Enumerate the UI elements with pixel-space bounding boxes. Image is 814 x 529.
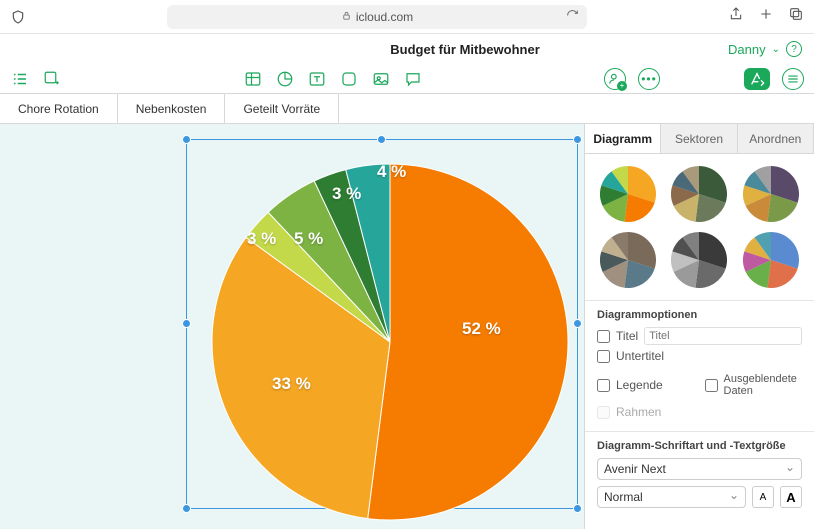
legend-checkbox[interactable] [597, 379, 610, 392]
inspector-tab-diagramm[interactable]: Diagramm [585, 124, 661, 153]
app-toolbar: + ••• [0, 64, 814, 94]
sheet-tab[interactable]: Nebenkosten [118, 94, 226, 123]
pie-slice-label: 3 % [247, 229, 276, 249]
chart-style-option[interactable] [600, 166, 656, 222]
legend-label: Legende [616, 378, 663, 392]
font-size-increase[interactable]: A [780, 486, 802, 508]
chart-style-option[interactable] [671, 232, 727, 288]
border-checkbox[interactable] [597, 406, 610, 419]
add-sheet-icon[interactable] [42, 69, 62, 89]
browser-toolbar: icloud.com [0, 0, 814, 34]
collaborate-icon[interactable]: + [604, 68, 626, 90]
resize-handle[interactable] [182, 135, 191, 144]
document-header: Budget für Mitbewohner Danny ⌄ ? [0, 34, 814, 64]
tabs-icon[interactable] [788, 6, 804, 27]
title-label: Titel [616, 329, 638, 343]
chart-style-option[interactable] [600, 232, 656, 288]
chevron-down-icon[interactable]: ⌄ [772, 44, 780, 55]
format-icon[interactable] [744, 68, 770, 90]
pie-slice-label: 3 % [332, 184, 361, 204]
sheet-tab[interactable]: Geteilt Vorräte [225, 94, 339, 123]
subtitle-label: Untertitel [616, 349, 664, 363]
insert-media-icon[interactable] [371, 69, 391, 89]
pie-slice-label: 33 % [272, 374, 311, 394]
chart-font-section: Diagramm-Schriftart und -Textgröße Aveni… [585, 431, 814, 516]
chart-styles-grid [585, 154, 814, 300]
url-host: icloud.com [356, 10, 413, 24]
user-menu[interactable]: Danny [728, 42, 766, 57]
chart-options-section: Diagrammoptionen Titel Untertitel Legend… [585, 300, 814, 431]
resize-handle[interactable] [573, 135, 582, 144]
title-checkbox[interactable] [597, 330, 610, 343]
lock-icon [341, 10, 352, 24]
hidden-data-checkbox[interactable] [705, 379, 718, 392]
font-family-select[interactable]: Avenir Next [597, 458, 802, 480]
insert-shape-icon[interactable] [339, 69, 359, 89]
view-list-icon[interactable] [10, 69, 30, 89]
title-input[interactable] [644, 327, 802, 345]
url-field[interactable]: icloud.com [167, 5, 587, 29]
chart-style-option[interactable] [671, 166, 727, 222]
font-weight-select[interactable]: Normal [597, 486, 746, 508]
insert-comment-icon[interactable] [403, 69, 423, 89]
pie-slice-label: 5 % [294, 229, 323, 249]
resize-handle[interactable] [377, 135, 386, 144]
inspector-tab-sektoren[interactable]: Sektoren [661, 124, 737, 153]
format-inspector: Diagramm Sektoren Anordnen Diagrammoptio… [584, 124, 814, 529]
sheet-tab[interactable]: Chore Rotation [0, 94, 118, 123]
subtitle-checkbox[interactable] [597, 350, 610, 363]
hidden-data-label: Ausgeblendete Daten [724, 373, 803, 397]
chart-font-heading: Diagramm-Schriftart und -Textgröße [597, 440, 802, 452]
canvas[interactable]: 52 % 33 % 3 % 5 % 3 % 4 % [0, 124, 584, 529]
share-icon[interactable] [728, 6, 744, 27]
insert-table-icon[interactable] [243, 69, 263, 89]
privacy-shield-icon[interactable] [10, 9, 26, 25]
organize-icon[interactable] [782, 68, 804, 90]
new-tab-icon[interactable] [758, 6, 774, 27]
font-size-decrease[interactable]: A [752, 486, 774, 508]
help-icon[interactable]: ? [786, 41, 802, 57]
more-icon[interactable]: ••• [638, 68, 660, 90]
inspector-tabs: Diagramm Sektoren Anordnen [585, 124, 814, 154]
insert-text-icon[interactable] [307, 69, 327, 89]
border-label: Rahmen [616, 405, 661, 419]
sheet-tab-bar: Chore Rotation Nebenkosten Geteilt Vorrä… [0, 94, 814, 124]
inspector-tab-anordnen[interactable]: Anordnen [738, 124, 814, 153]
resize-handle[interactable] [182, 504, 191, 513]
resize-handle[interactable] [182, 319, 191, 328]
chart-style-option[interactable] [743, 232, 799, 288]
pie-chart[interactable]: 52 % 33 % 3 % 5 % 3 % 4 % [192, 144, 584, 529]
document-title: Budget für Mitbewohner [390, 42, 540, 57]
reload-icon[interactable] [566, 9, 579, 25]
pie-slice-label: 4 % [377, 162, 406, 182]
chart-style-option[interactable] [743, 166, 799, 222]
pie-slice-label: 52 % [462, 319, 501, 339]
chart-options-heading: Diagrammoptionen [597, 309, 802, 321]
insert-chart-icon[interactable] [275, 69, 295, 89]
